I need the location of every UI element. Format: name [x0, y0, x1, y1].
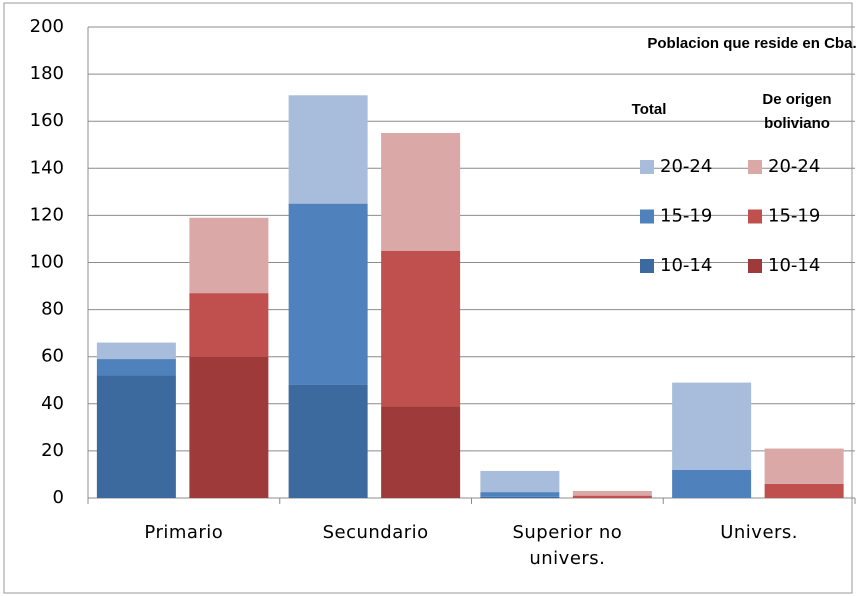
y-tick-label: 160	[30, 110, 64, 131]
bar-segment	[189, 356, 269, 498]
legend-swatch	[748, 259, 762, 273]
legend-group-title: De origen boliviano	[762, 91, 832, 132]
y-tick-label: 180	[30, 63, 64, 84]
legend-label: 20-24	[768, 156, 820, 177]
y-tick-label: 80	[41, 299, 64, 320]
legend-swatch	[640, 259, 654, 273]
bar-segment	[480, 492, 560, 497]
y-tick-label: 100	[30, 252, 64, 273]
bar-segment	[572, 495, 652, 498]
x-tick-label: Univers.	[720, 522, 799, 543]
legend-group-title: Total	[631, 101, 667, 118]
bar-segment	[381, 250, 461, 407]
x-tick-label: Primario	[144, 522, 224, 543]
legend-label: 10-14	[768, 255, 820, 276]
legend-label: 15-19	[660, 206, 712, 227]
bar-segment	[764, 483, 844, 498]
legend-swatch	[748, 160, 762, 174]
bar-segment	[672, 382, 752, 470]
y-tick-label: 140	[30, 157, 64, 178]
bar-segment	[288, 384, 368, 498]
bar-segment	[189, 217, 269, 294]
frame	[3, 2, 853, 594]
x-tick-label: Secundario	[322, 522, 429, 543]
y-tick-label: 120	[30, 204, 64, 225]
bar-segment	[672, 469, 752, 498]
legend-swatch	[748, 209, 762, 224]
legend-label: 20-24	[660, 156, 712, 177]
bar-segment	[480, 496, 560, 498]
legend-label: 15-19	[768, 206, 820, 227]
bar-segment	[764, 448, 844, 484]
y-tick-label: 20	[41, 440, 64, 461]
y-tick-label: 40	[41, 393, 64, 414]
bar-segment	[480, 470, 560, 493]
legend-swatch	[640, 209, 654, 224]
bar-segment	[288, 95, 368, 204]
y-tick-label: 0	[53, 487, 64, 508]
y-tick-label: 200	[30, 16, 64, 37]
legend-title: Poblacion que reside en Cba.	[647, 35, 857, 52]
bar-segment	[96, 342, 176, 360]
legend-label: 10-14	[660, 255, 712, 276]
bar-segment	[381, 132, 461, 251]
bar-segment	[96, 359, 176, 376]
x-tick-label: Superior no univers.	[512, 522, 623, 569]
y-tick-label: 60	[41, 346, 64, 367]
bar-segment	[572, 490, 652, 496]
bar-segment	[381, 406, 461, 498]
bar-segment	[96, 375, 176, 498]
bar-segment	[189, 293, 269, 357]
legend-swatch	[640, 160, 654, 174]
bar-segment	[288, 203, 368, 385]
